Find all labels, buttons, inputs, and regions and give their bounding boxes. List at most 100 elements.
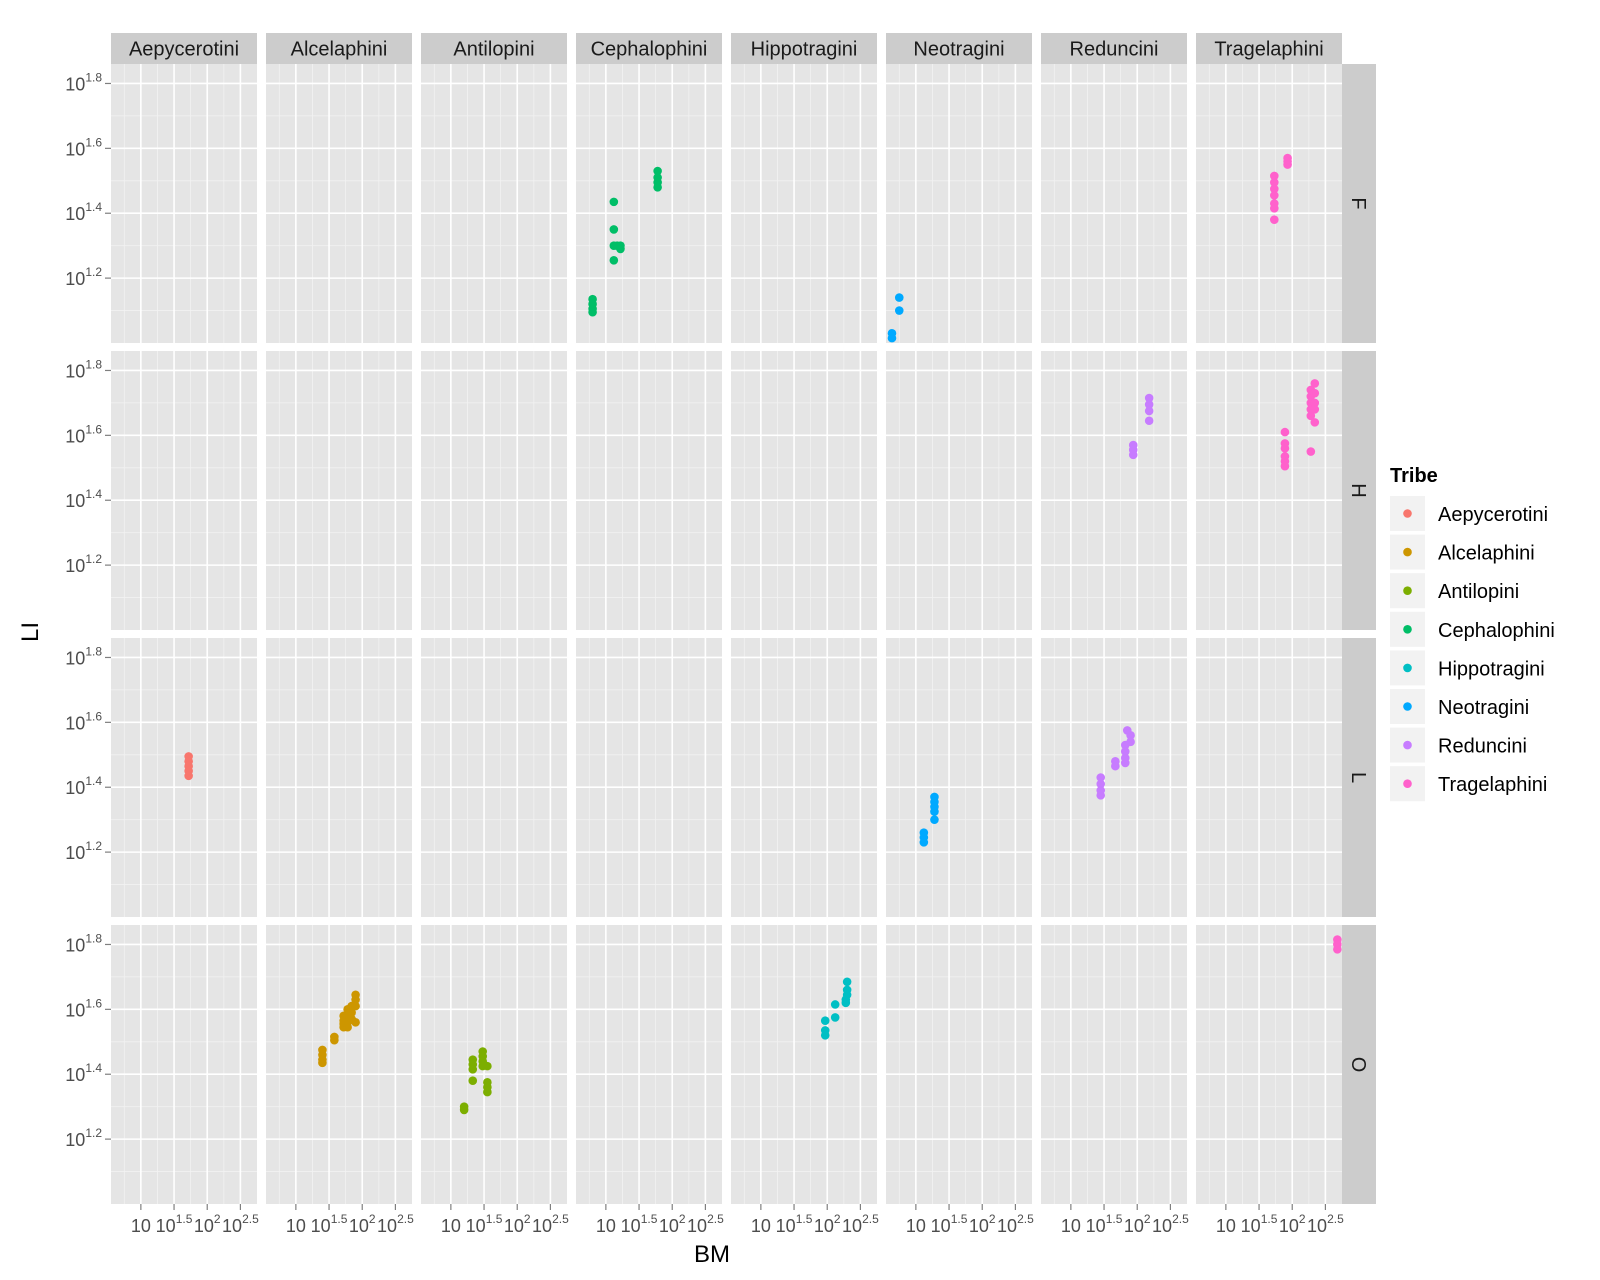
data-point-reduncini [1128,450,1138,460]
panel-reduncini-f [1041,64,1187,343]
x-tick-label: 101.5 [1086,1212,1123,1236]
data-point-tragelaphini [1310,388,1320,398]
x-tick-label: 101.5 [156,1212,193,1236]
panel-background [111,64,257,343]
column-strips: Aepycerotini Alcelaphini Antilopini Cephalo… [111,33,1342,64]
legend-label: Aepycerotini [1438,504,1548,526]
strip-background [1342,638,1376,917]
data-point-alcelaphini [347,1008,356,1017]
panel-neotragini-f [886,64,1032,343]
points-layer [184,153,1342,1115]
data-point-tragelaphini [1310,398,1320,408]
data-point-reduncini [1120,758,1130,768]
data-point-reduncini [1144,393,1154,403]
data-point-neotragini [894,293,904,302]
strip-aepycerotini: Aepycerotini [111,33,257,64]
x-tick-label: 10 [286,1216,306,1236]
panel-background [111,638,257,917]
x-tick-label: 10 [596,1216,616,1236]
panel-hippotragini-l [731,638,877,917]
legend-swatch [1403,702,1412,711]
data-point-cephalophini [609,197,619,207]
y-axis-title: LI [17,622,44,642]
legend-item-tragelaphini: Tragelaphini [1390,766,1547,802]
panel-background [731,64,877,343]
data-point-antilopini [483,1061,492,1071]
legend-item-aepycerotini: Aepycerotini [1390,496,1548,531]
data-point-alcelaphini [330,1035,339,1045]
x-tick-label: 102.5 [1152,1212,1189,1236]
data-point-reduncini [1096,791,1106,800]
strip-background [266,33,412,64]
panel-reduncini-l [1041,638,1187,917]
x-tick-label: 102 [194,1212,221,1236]
legend-label: Tragelaphini [1438,774,1547,796]
panel-background [421,351,567,630]
panel-cephalophini-f [576,64,722,343]
strip-cephalophini: Cephalophini [576,33,722,64]
legend-label: Hippotragini [1438,658,1545,680]
strip-row-o: O [1342,925,1376,1204]
panel-background [266,925,412,1204]
x-tick-label: 101.5 [931,1212,968,1236]
data-point-tragelaphini [1333,945,1342,954]
strip-label: Antilopini [453,39,534,61]
panel-background [576,351,722,630]
legend-item-alcelaphini: Alcelaphini [1390,534,1535,570]
legend-item-cephalophini: Cephalophini [1390,611,1555,647]
data-point-tragelaphini [1280,461,1290,471]
panel-background [421,64,567,343]
panel-tragelaphini-f [1196,64,1342,343]
data-point-alcelaphini [343,1022,352,1032]
legend-label: Neotragini [1438,697,1529,719]
x-tick-label: 102 [1279,1212,1306,1236]
strip-label: Tragelaphini [1214,39,1323,61]
data-point-reduncini [1096,773,1106,782]
data-point-tragelaphini [1310,418,1320,427]
data-point-alcelaphini [351,1018,360,1027]
y-tick-label: 101.6 [65,996,102,1020]
x-tick-label: 102.5 [687,1212,724,1236]
strip-tragelaphini: Tragelaphini [1196,33,1342,64]
panel-background [1041,638,1187,917]
strip-label: F [1347,197,1369,209]
panel-hippotragini-o [731,925,877,1204]
panel-background [886,64,1032,343]
legend-title: Tribe [1390,465,1438,487]
x-tick-label: 10 [131,1216,151,1236]
y-tick-label: 101.2 [65,265,102,289]
x-tick-label: 102 [349,1212,376,1236]
data-point-hippotragini [842,977,852,987]
panel-background [731,925,877,1204]
legend-label: Cephalophini [1438,620,1555,642]
data-point-hippotragini [820,1016,830,1026]
strip-row-h: H [1342,351,1376,630]
panel-tragelaphini-l [1196,638,1342,917]
panel-cephalophini-o [576,925,722,1204]
legend-item-hippotragini: Hippotragini [1390,650,1545,686]
legend-item-neotragini: Neotragini [1390,689,1529,724]
y-tick-label: 101.8 [65,644,102,668]
data-point-reduncini [1144,416,1154,426]
legend-item-reduncini: Reduncini [1390,727,1527,763]
data-point-hippotragini [841,998,851,1008]
data-point-alcelaphini [318,1058,327,1068]
panel-background [576,64,722,343]
strip-neotragini: Neotragini [886,33,1032,64]
panel-neotragini-o [886,925,1032,1204]
x-tick-label: 101.5 [466,1212,503,1236]
strip-background [1342,925,1376,1204]
panel-background [266,638,412,917]
strip-row-f: F [1342,64,1376,343]
data-point-tragelaphini [1270,191,1279,200]
data-point-tragelaphini [1270,215,1279,225]
x-axis-title: BM [694,1241,730,1268]
legend-swatch [1403,547,1412,557]
panel-alcelaphini-o [266,925,412,1204]
panel-alcelaphini-l [266,638,412,917]
data-point-antilopini [483,1087,492,1097]
panel-reduncini-o [1041,925,1187,1204]
panel-background [421,925,567,1204]
x-tick-label: 101.5 [1241,1212,1278,1236]
